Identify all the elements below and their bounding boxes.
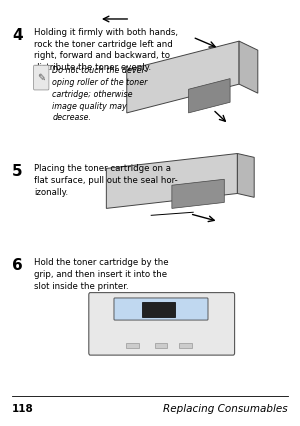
FancyBboxPatch shape <box>114 298 208 320</box>
Bar <box>142 302 175 317</box>
Bar <box>179 343 192 348</box>
Bar <box>154 343 167 348</box>
Text: 6: 6 <box>12 258 23 273</box>
Polygon shape <box>172 180 224 209</box>
Polygon shape <box>239 42 258 94</box>
Text: Replacing Consumables: Replacing Consumables <box>164 403 288 412</box>
Polygon shape <box>188 79 230 114</box>
FancyBboxPatch shape <box>89 293 235 355</box>
Text: Do not touch the devel-
oping roller of the toner
cartridge; otherwise
image qua: Do not touch the devel- oping roller of … <box>52 66 148 122</box>
Bar <box>126 343 139 348</box>
Polygon shape <box>237 154 254 198</box>
FancyBboxPatch shape <box>34 66 49 91</box>
Polygon shape <box>127 42 239 114</box>
Text: 5: 5 <box>12 164 22 179</box>
Text: Hold the toner cartridge by the
grip, and then insert it into the
slot inside th: Hold the toner cartridge by the grip, an… <box>34 258 169 290</box>
Text: Placing the toner cartridge on a
flat surface, pull out the seal hor-
izonally.: Placing the toner cartridge on a flat su… <box>34 164 178 196</box>
Text: 4: 4 <box>12 28 22 43</box>
Text: 118: 118 <box>12 403 34 412</box>
Polygon shape <box>106 154 237 209</box>
Text: ✎: ✎ <box>37 73 45 83</box>
Text: Holding it firmly with both hands,
rock the toner cartridge left and
right, forw: Holding it firmly with both hands, rock … <box>34 28 178 72</box>
